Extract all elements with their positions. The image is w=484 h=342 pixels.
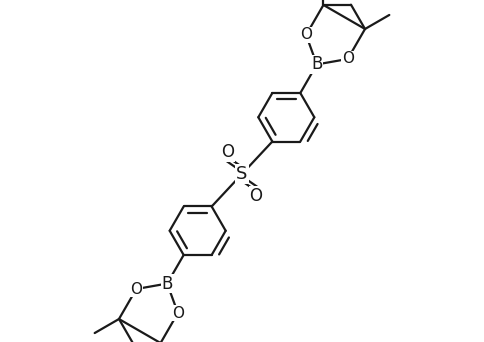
Text: O: O: [342, 52, 354, 66]
Text: O: O: [300, 27, 312, 42]
Text: O: O: [172, 305, 184, 320]
Text: O: O: [222, 143, 235, 161]
Text: S: S: [236, 165, 248, 183]
Text: O: O: [130, 281, 142, 297]
Text: B: B: [311, 55, 322, 74]
Text: O: O: [249, 187, 262, 205]
Text: B: B: [162, 275, 173, 292]
